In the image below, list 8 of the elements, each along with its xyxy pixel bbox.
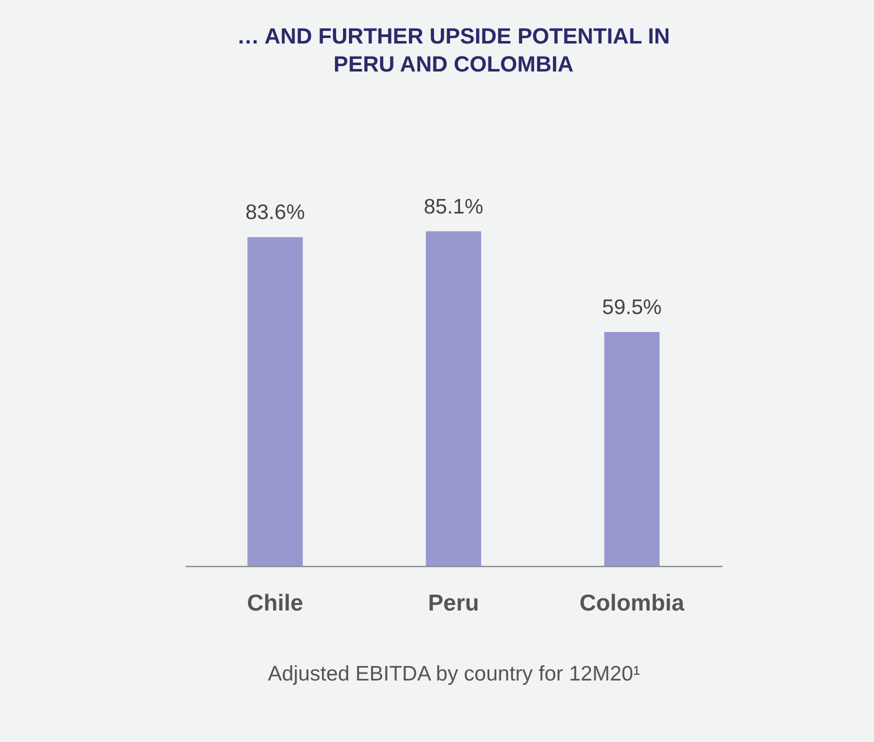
x-tick-label: Peru xyxy=(428,590,480,616)
data-label: 59.5% xyxy=(602,296,662,319)
x-tick-label: Colombia xyxy=(580,590,685,616)
x-axis-title: Adjusted EBITDA by country for 12M20¹ xyxy=(268,662,640,686)
x-tick-label: Chile xyxy=(246,590,304,616)
data-label: 85.1% xyxy=(424,195,484,218)
chart-title: … AND FURTHER UPSIDE POTENTIAL IN PERU AND COLOMBIA xyxy=(237,23,670,76)
data-label: 83.6% xyxy=(245,201,305,224)
